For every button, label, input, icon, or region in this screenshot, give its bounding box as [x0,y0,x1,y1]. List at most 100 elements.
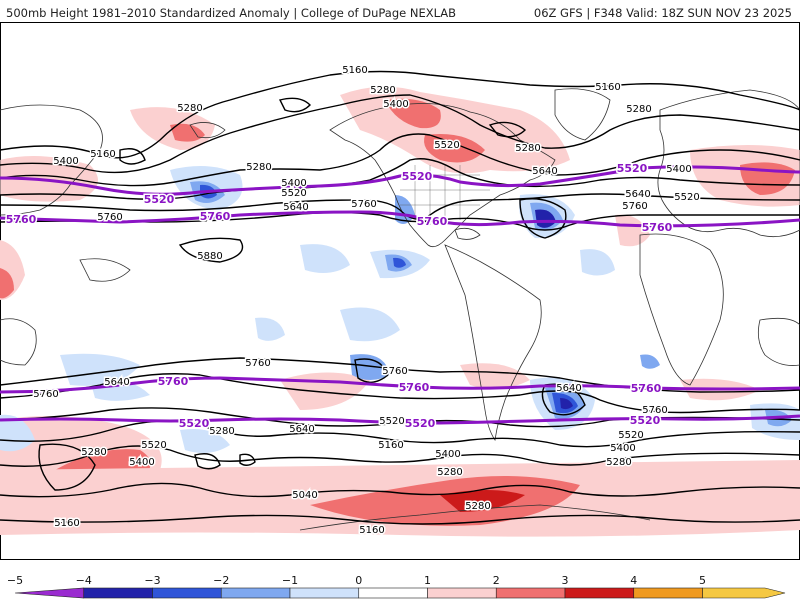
positive-anomaly-area [310,476,580,526]
colorbar-bin [152,587,222,599]
contour-label: 5760 [399,381,430,394]
positive-anomaly-area [424,134,485,163]
contour-label: 5400 [435,449,460,460]
contour-label: 5760 [622,201,647,212]
contour-label: 5520 [281,188,306,199]
contour-label: 5760 [382,366,407,377]
colorbar-bins [14,587,786,599]
africa-coast [639,233,724,386]
caribbean-coast [454,227,481,240]
negative-anomaly-area [350,354,390,380]
contour-label: 5400 [383,99,408,110]
colorbar-tick-label: −4 [76,574,92,587]
contour-label: 5640 [625,189,650,200]
contour-label: 5280 [515,143,540,154]
contour-label: 5400 [666,164,691,175]
colorbar-bin [220,587,291,599]
contour-label: 5760 [6,213,37,226]
negative-anomaly-area [580,249,615,276]
negative-anomaly-area [393,257,406,268]
negative-anomaly-area [340,307,400,342]
negative-anomaly-area [255,317,285,341]
header-bar: 500mb Height 1981–2010 Standardized Anom… [0,0,800,22]
colorbar-bin [358,587,428,599]
contour-label: 5640 [532,166,557,177]
contour-label: 5520 [434,140,459,151]
contour-label: 5520 [402,170,433,183]
contour-label: 5280 [209,426,234,437]
negative-anomaly-area [560,398,573,410]
colorbar-tick-label: −1 [282,574,298,587]
colorbar-bin [702,587,786,599]
north-america-coast [329,103,556,248]
positive-anomaly-area [440,490,525,512]
map-title: 500mb Height 1981–2010 Standardized Anom… [6,6,457,20]
antarctica-coast [299,504,651,531]
contour-label: 5520 [141,440,166,451]
colorbar-ticks: −5 −4 −3 −2 −1 0 1 2 3 4 5 [7,574,706,587]
contour-label: 5760 [97,212,122,223]
contour-label: 5640 [556,383,581,394]
colorbar-tick-label: −2 [213,574,229,587]
contour-label: 5640 [289,424,314,435]
positive-anomaly-area [385,98,441,129]
colorbar-tick-label: −3 [144,574,160,587]
contour-label: 5280 [465,501,490,512]
negative-anomaly-area [535,209,556,228]
colorbar-tick-label: 4 [630,574,637,587]
contour-label: 5760 [245,358,270,369]
contour-label: 5760 [631,382,662,395]
negative-anomaly-area [0,414,35,452]
contour-label: 5160 [359,525,384,536]
contour-label: 5160 [90,149,115,160]
colorbar-bin [289,587,360,599]
contour-label: 5520 [179,417,210,430]
south-america-coast [444,244,542,442]
contour-label: 5520 [144,193,175,206]
contour-label: 5640 [283,202,308,213]
contour-label: 5640 [104,377,129,388]
colorbar-bin [83,587,153,599]
contour-label: 5400 [281,178,306,189]
island-coast [189,122,226,139]
contour-label: 5160 [378,440,403,451]
greenland-coast [554,88,611,141]
contour-label: 5760 [351,199,376,210]
island-coast [79,258,131,282]
contour-label: 5280 [81,447,106,458]
contour-label: 5520 [618,430,643,441]
contour-label: 5280 [626,104,651,115]
australia-coast [0,318,37,366]
contour-label: 5400 [129,457,154,468]
contour-label: 5520 [405,417,436,430]
negative-anomaly-area [90,379,150,401]
contour-label: 5520 [674,192,699,203]
highlight-contours [0,165,800,425]
colorbar-tick-label: 0 [355,574,362,587]
state-borders [400,165,490,225]
colorbar-bin [427,587,497,599]
contour-label: 5880 [197,251,222,262]
east-asia-coast [0,104,103,216]
contour-label: 5760 [417,215,448,228]
negative-anomaly-area [640,354,660,369]
contour-label: 5040 [292,490,317,501]
positive-anomaly-area [0,268,14,299]
contour-label: 5760 [158,375,189,388]
contour-label: 5280 [177,103,202,114]
australia-coast [757,317,800,366]
contour-label: 5400 [53,156,78,167]
contour-label: 5760 [200,210,231,223]
colorbar-tick-label: 1 [424,574,431,587]
model-run-info: 06Z GFS | F348 Valid: 18Z SUN NOV 23 202… [533,6,792,20]
contour-label: 5280 [437,467,462,478]
contour-label: 5280 [370,85,395,96]
contour-label: 5160 [342,65,367,76]
negative-anomaly-area [180,429,230,454]
contour-label: 5760 [642,405,667,416]
contour-label: 5520 [630,414,661,427]
contour-label: 5520 [617,162,648,175]
